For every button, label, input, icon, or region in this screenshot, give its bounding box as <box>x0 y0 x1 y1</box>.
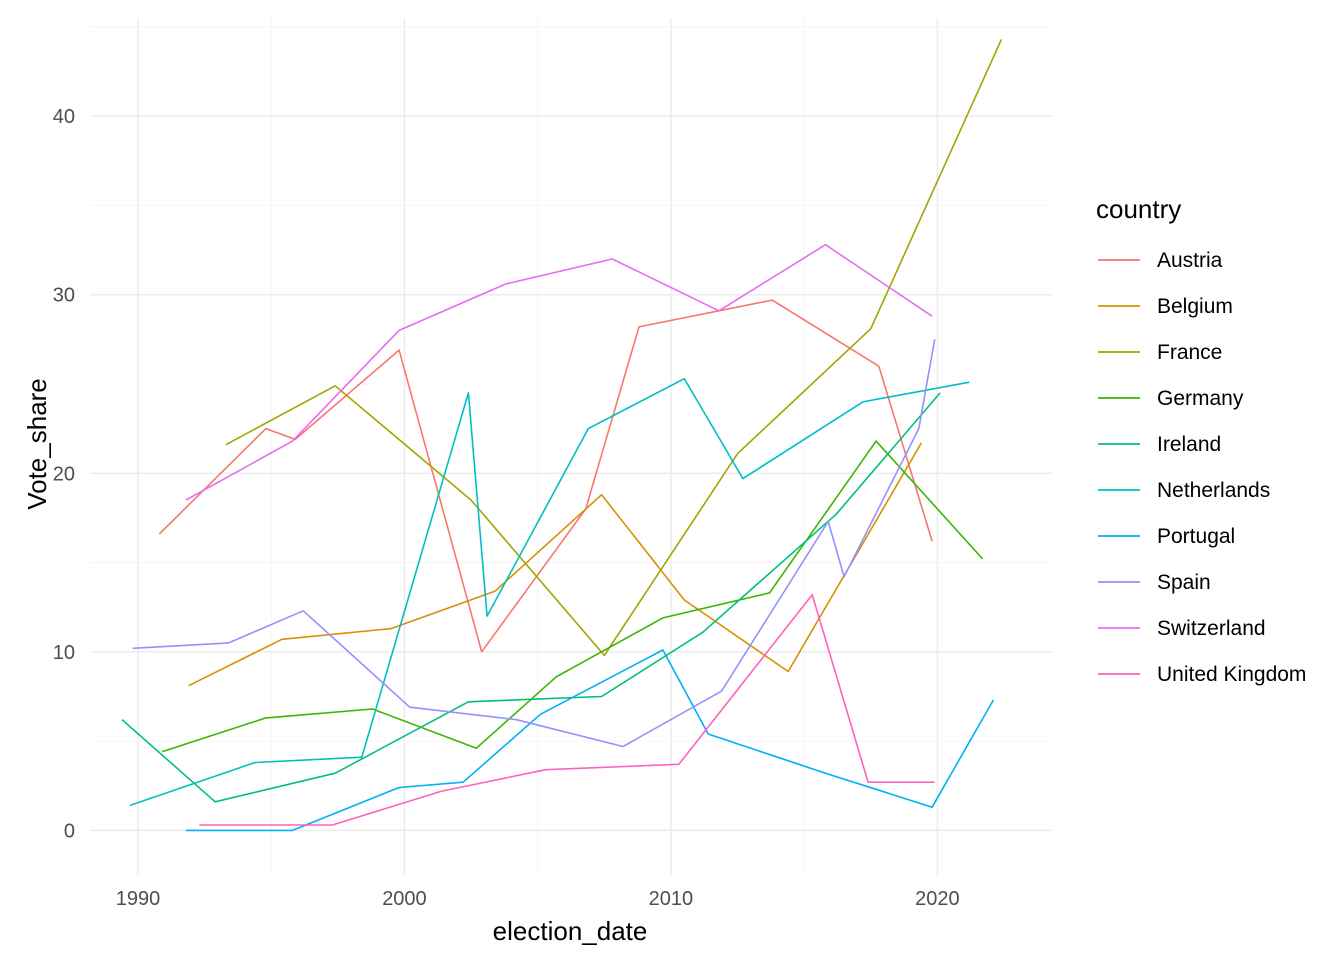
series-line-portugal <box>185 649 995 832</box>
y-tick-label: 40 <box>53 106 75 128</box>
series-line-united-kingdom <box>199 593 935 826</box>
y-tick-label: 30 <box>53 285 75 307</box>
x-axis-tick-labels: 1990 2000 2010 2020 <box>116 888 960 910</box>
legend-label: Austria <box>1157 249 1223 272</box>
legend-label: Switzerland <box>1157 617 1266 640</box>
legend-item: Portugal <box>1098 525 1235 548</box>
series-line-austria <box>158 299 933 653</box>
legend-item: France <box>1098 341 1222 364</box>
legend-items: Austria Belgium France Germany Ireland Nether… <box>1098 249 1306 686</box>
legend-item: Switzerland <box>1098 617 1266 640</box>
legend-label: United Kingdom <box>1157 663 1306 686</box>
legend-title: country <box>1096 194 1181 224</box>
legend-label: France <box>1157 341 1222 364</box>
legend-label: Belgium <box>1157 295 1233 318</box>
series-line-netherlands <box>129 377 970 807</box>
legend-label: Germany <box>1157 387 1244 410</box>
legend-label: Portugal <box>1157 525 1235 548</box>
legend-item: Germany <box>1098 387 1244 410</box>
legend-item: United Kingdom <box>1098 663 1306 686</box>
legend-label: Netherlands <box>1157 479 1270 502</box>
legend-item: Netherlands <box>1098 479 1270 502</box>
legend-label: Spain <box>1157 571 1211 594</box>
series-line-ireland <box>121 392 941 803</box>
legend-item: Ireland <box>1098 433 1221 456</box>
series-line-belgium <box>188 442 923 687</box>
series-line-switzerland <box>185 243 933 501</box>
legend-item: Austria <box>1098 249 1223 272</box>
y-tick-label: 0 <box>64 820 75 842</box>
series-lines <box>121 39 1003 832</box>
legend-item: Spain <box>1098 571 1211 594</box>
x-tick-label: 2020 <box>915 888 960 910</box>
series-line-france <box>225 39 1003 657</box>
y-tick-label: 10 <box>53 642 75 664</box>
legend-label: Ireland <box>1157 433 1221 456</box>
series-line-spain <box>132 339 936 748</box>
y-axis-tick-labels: 0 10 20 30 40 <box>53 106 75 842</box>
x-axis-title: election_date <box>493 916 648 946</box>
x-tick-label: 2000 <box>382 888 427 910</box>
y-axis-title: Vote_share <box>22 378 52 510</box>
y-tick-label: 20 <box>53 463 75 485</box>
major-gridlines <box>90 18 1052 875</box>
minor-gridlines <box>90 18 1052 875</box>
legend-item: Belgium <box>1098 295 1233 318</box>
legend: country Austria Belgium France Germany Irela… <box>1096 194 1306 686</box>
x-tick-label: 1990 <box>116 888 161 910</box>
series-line-germany <box>161 440 984 753</box>
x-tick-label: 2010 <box>649 888 694 910</box>
